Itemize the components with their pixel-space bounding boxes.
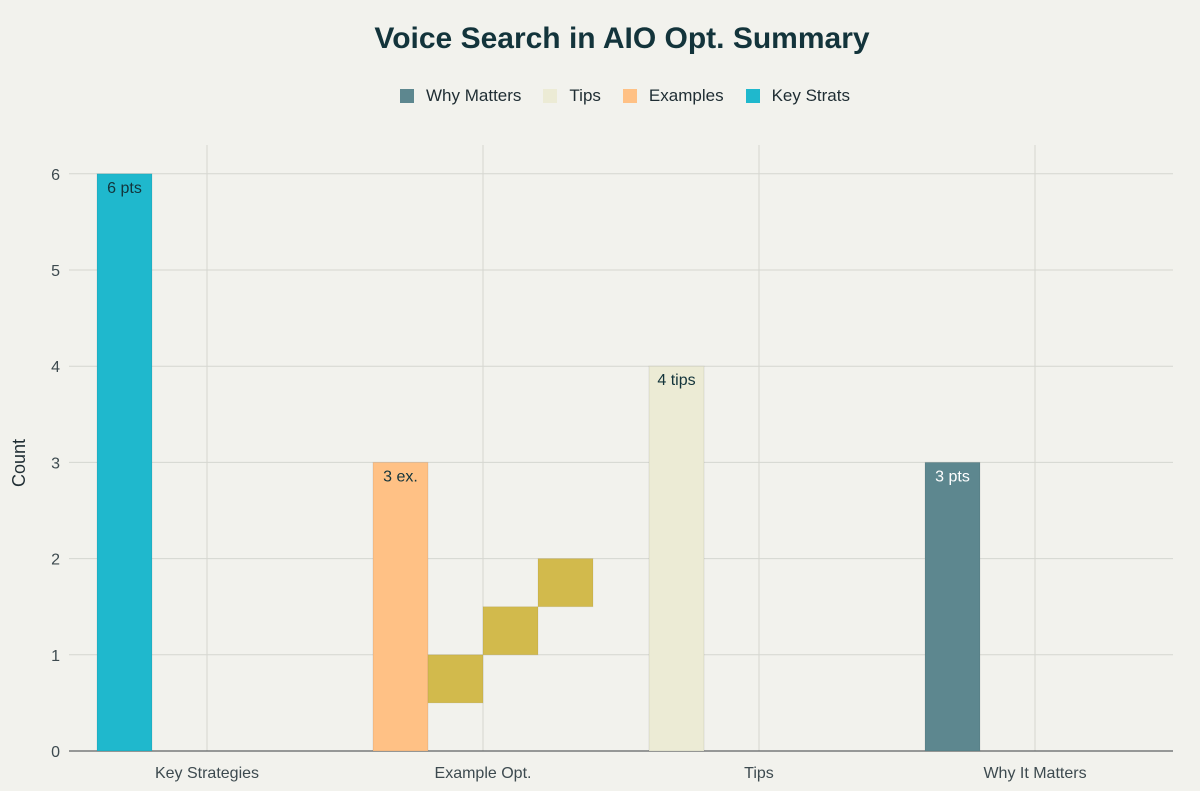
bar-examples[interactable] (372, 461, 429, 752)
y-axis-title: Count (9, 439, 29, 487)
y-tick-label: 0 (51, 744, 60, 761)
legend-label: Key Strats (771, 86, 850, 105)
x-tick-label: Why It Matters (983, 765, 1086, 782)
bar-data-label: 6 pts (107, 180, 142, 197)
step-bar[interactable] (537, 558, 594, 608)
step-bar[interactable] (427, 654, 484, 704)
legend-swatch (543, 89, 558, 103)
bar-data-label: 3 ex. (383, 468, 418, 485)
y-tick-label: 5 (51, 263, 60, 280)
legend: Why Matters Tips Examples Key Strats (0, 86, 1200, 106)
y-tick-label: 1 (51, 648, 60, 665)
tick-labels: 0 1 2 3 4 5 6 Key Strategies Example Opt. Tips Why… (51, 167, 1086, 782)
chart-title: Voice Search in AIO Opt. Summary (374, 22, 870, 55)
bars: 6 pts 3 ex. 4 tips 3 pts (96, 173, 981, 752)
bar-data-label: 4 tips (657, 372, 695, 389)
y-tick-label: 6 (51, 167, 60, 184)
bar-data-label: 3 pts (935, 468, 970, 485)
bar-tips[interactable] (648, 365, 705, 752)
step-bar[interactable] (482, 606, 539, 656)
legend-label: Examples (648, 86, 724, 105)
x-tick-label: Example Opt. (435, 765, 532, 782)
bar-key-strats[interactable] (96, 173, 153, 752)
legend-item-examples[interactable]: Examples (622, 86, 724, 106)
legend-item-why-matters[interactable]: Why Matters (400, 86, 521, 106)
y-tick-label: 3 (51, 455, 60, 472)
legend-label: Tips (569, 86, 601, 105)
legend-item-tips[interactable]: Tips (543, 86, 601, 106)
x-tick-label: Tips (744, 765, 774, 782)
legend-swatch (745, 89, 760, 103)
y-tick-label: 2 (51, 552, 60, 569)
legend-swatch (400, 89, 415, 103)
legend-label: Why Matters (426, 86, 522, 105)
legend-item-key-strats[interactable]: Key Strats (745, 86, 850, 106)
x-tick-label: Key Strategies (155, 765, 259, 782)
grid-lines (69, 145, 1173, 752)
bar-why-matters[interactable] (924, 461, 981, 752)
y-tick-label: 4 (51, 359, 60, 376)
legend-swatch (622, 89, 637, 103)
